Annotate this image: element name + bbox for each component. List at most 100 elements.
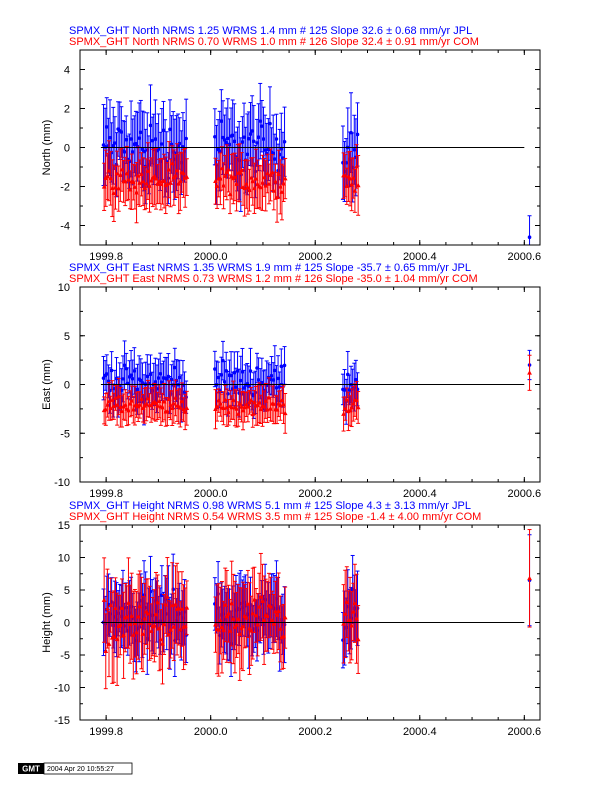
data-point <box>173 365 177 370</box>
series-2 <box>101 140 361 224</box>
data-point <box>114 376 119 381</box>
data-point <box>138 378 143 383</box>
data-point <box>240 369 245 374</box>
data-point <box>274 137 279 141</box>
series-header-2: SPMX_GHT North NRMS 0.70 WRMS 1.0 mm # 1… <box>69 36 479 48</box>
data-point <box>258 119 263 123</box>
data-point <box>158 371 163 376</box>
data-point <box>242 135 246 140</box>
data-point <box>104 372 109 376</box>
y-tick-label: 4 <box>64 65 70 77</box>
data-point <box>111 143 116 148</box>
panel-1: SPMX_GHT North NRMS 1.25 WRMS 1.4 mm # 1… <box>41 25 541 263</box>
data-point <box>250 411 256 417</box>
data-point <box>219 119 224 123</box>
data-point <box>234 385 238 389</box>
x-tick-label: 2000.2 <box>298 251 332 263</box>
data-point <box>255 141 259 145</box>
x-tick-label: 2000.6 <box>507 488 541 500</box>
gmt-logo-box <box>18 763 44 774</box>
data-point <box>261 137 266 141</box>
y-axis-label: East (mm) <box>41 359 53 410</box>
x-tick-label: 1999.8 <box>89 726 123 738</box>
data-point <box>355 132 360 137</box>
data-point <box>103 648 109 654</box>
data-point <box>273 157 277 161</box>
gmt-footer: GMT 2004 Apr 20 10:55:27 <box>18 762 133 775</box>
data-point <box>527 575 532 581</box>
y-axis-label: North (mm) <box>41 120 53 176</box>
data-point <box>282 363 287 368</box>
y-tick-label: -4 <box>60 221 70 233</box>
data-point <box>273 368 277 373</box>
data-point <box>230 133 235 138</box>
data-point <box>129 373 133 378</box>
data-point <box>168 180 173 185</box>
data-point <box>226 136 230 141</box>
data-point <box>235 369 240 373</box>
x-tick-label: 2000.4 <box>403 488 437 500</box>
data-point <box>138 130 143 135</box>
y-tick-label: -2 <box>60 182 70 194</box>
x-tick-label: 2000.2 <box>298 726 332 738</box>
data-point <box>527 235 532 239</box>
data-point <box>113 141 117 145</box>
data-point <box>104 606 110 611</box>
data-point <box>177 141 182 146</box>
data-point <box>108 135 112 140</box>
series-2 <box>101 529 532 690</box>
y-tick-label: 10 <box>58 553 70 565</box>
y-tick-label: 5 <box>64 331 70 343</box>
x-tick-label: 2000.4 <box>403 726 437 738</box>
data-point <box>164 594 170 599</box>
data-point <box>104 125 109 129</box>
series-header-1: SPMX_GHT Height NRMS 0.98 WRMS 5.1 mm # … <box>69 500 471 512</box>
data-point <box>169 377 174 382</box>
y-tick-label: 5 <box>64 585 70 597</box>
data-point <box>352 147 357 152</box>
data-point <box>274 386 279 390</box>
data-point <box>282 410 288 416</box>
timestamp-box <box>43 762 133 775</box>
data-point <box>260 380 264 385</box>
data-point <box>527 370 532 375</box>
data-point <box>269 373 274 378</box>
data-point <box>248 397 254 402</box>
data-point <box>355 182 361 188</box>
data-layer <box>101 529 532 690</box>
y-tick-label: 0 <box>64 380 70 392</box>
y-tick-label: -5 <box>60 428 70 440</box>
data-point <box>121 377 125 381</box>
x-tick-label: 2000.0 <box>194 488 228 500</box>
data-point <box>352 188 358 193</box>
data-point <box>101 597 107 602</box>
series-2 <box>101 354 532 434</box>
gmt-logo-text: GMT <box>22 765 40 774</box>
x-tick-label: 2000.2 <box>298 488 332 500</box>
data-point <box>213 134 217 139</box>
data-point <box>109 368 114 373</box>
data-point <box>245 152 250 157</box>
data-point <box>156 376 161 380</box>
data-point <box>238 378 243 383</box>
y-tick-label: -10 <box>54 683 70 695</box>
data-point <box>268 121 272 126</box>
data-point <box>148 372 153 377</box>
data-point <box>226 166 231 172</box>
data-point <box>260 124 264 128</box>
x-tick-label: 1999.8 <box>89 251 123 263</box>
data-point <box>122 363 127 368</box>
data-point <box>219 373 224 377</box>
data-point <box>184 174 190 179</box>
data-point <box>101 376 106 380</box>
data-point <box>213 367 217 371</box>
data-point <box>153 137 158 141</box>
data-point <box>355 404 361 410</box>
y-tick-label: -5 <box>60 650 70 662</box>
data-point <box>282 139 287 144</box>
data-point <box>248 369 253 373</box>
y-tick-label: 10 <box>58 282 70 294</box>
data-point <box>137 136 141 140</box>
panel-3: SPMX_GHT Height NRMS 0.98 WRMS 5.1 mm # … <box>41 500 541 738</box>
data-point <box>240 140 245 144</box>
